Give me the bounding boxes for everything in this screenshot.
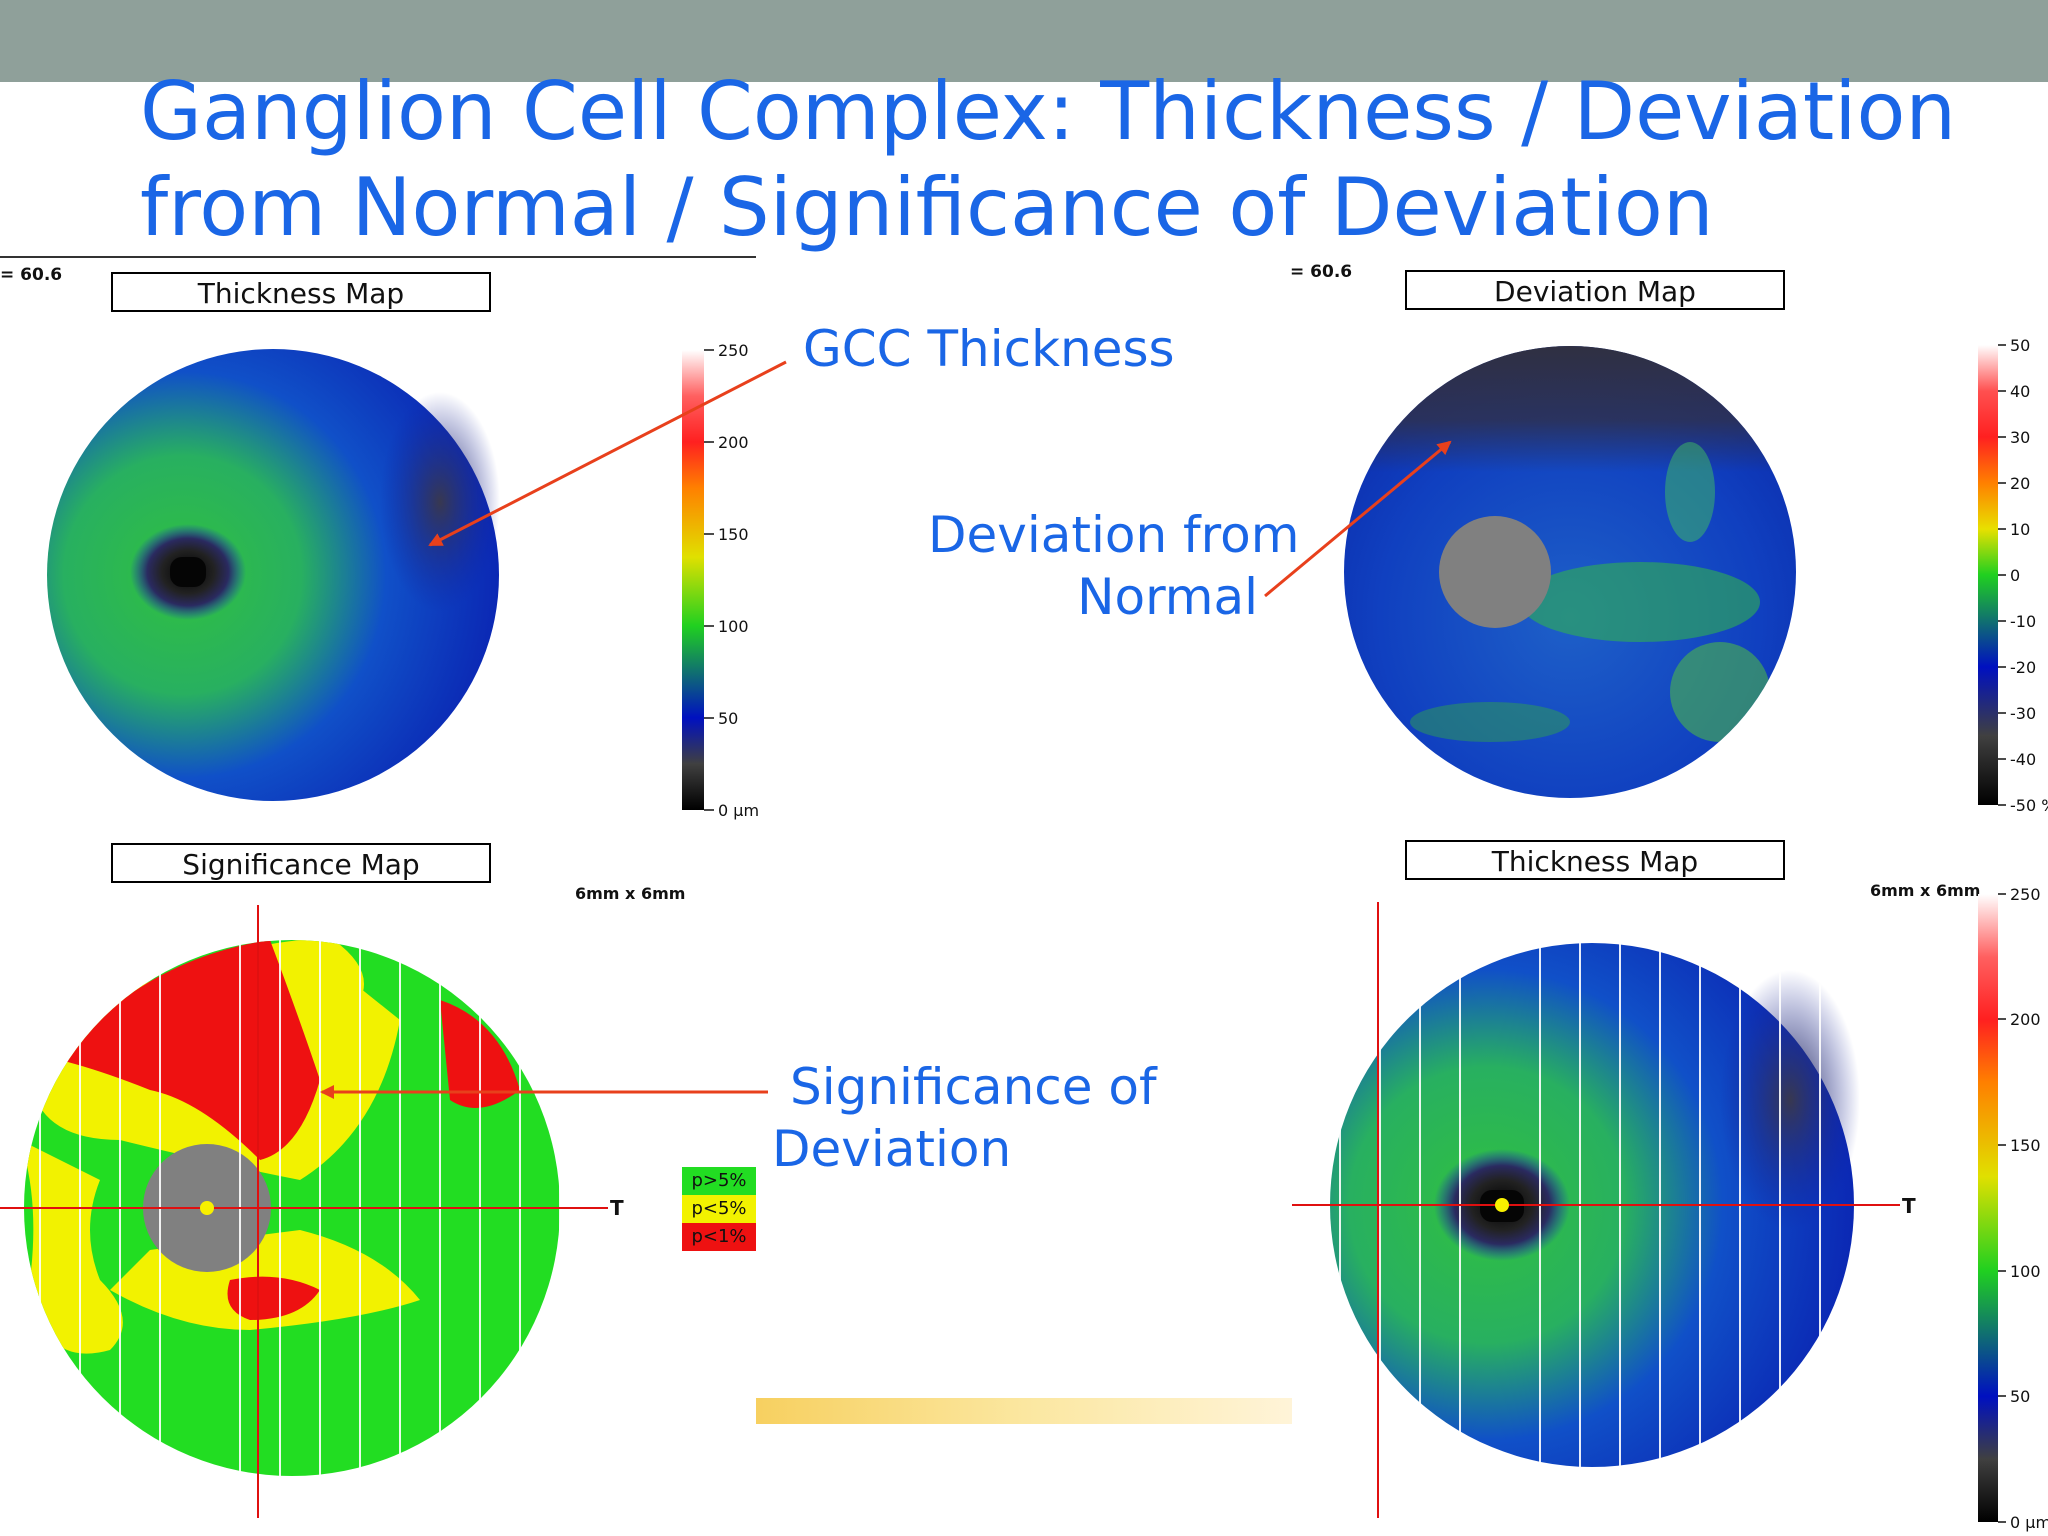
deviation-tick-0: 0: [2010, 566, 2020, 585]
deviation-tick-40: 40: [2010, 382, 2030, 401]
deviation-value: = 60.6: [1290, 262, 1353, 282]
thickness-map-label: Thickness Map: [111, 272, 491, 312]
significance-axis-t: T: [610, 1196, 624, 1220]
thickness-map-2-label: Thickness Map: [1405, 840, 1785, 880]
legend-p-greater-5: p>5%: [682, 1167, 756, 1195]
callout-significance-line-1: Significance of: [790, 1058, 1157, 1116]
deviation-tick-50: 50: [2010, 336, 2030, 355]
deviation-map-label: Deviation Map: [1405, 270, 1785, 310]
top-banner: [0, 0, 2048, 82]
slide-title-line-2: from Normal / Significance of Deviation: [140, 161, 1714, 254]
significance-map-dimension: 6mm x 6mm: [575, 884, 686, 903]
deviation-tick-minus-20: -20: [2010, 658, 2036, 677]
decorative-gold-bar: [756, 1398, 1292, 1424]
callout-significance-line-2: Deviation: [772, 1120, 1012, 1178]
thickness-2-tick-0: 0 µm: [2010, 1513, 2048, 1532]
thickness-map-image: [47, 349, 500, 801]
thickness-map-2-axis-t: T: [1902, 1194, 1916, 1218]
thickness-map-2-dimension: 6mm x 6mm: [1870, 881, 1981, 900]
thickness-tick-50: 50: [718, 709, 738, 728]
thickness-value: = 60.6: [0, 265, 63, 285]
thickness-2-tick-50: 50: [2010, 1387, 2030, 1406]
thickness-tick-200: 200: [718, 433, 749, 452]
legend-p-less-5: p<5%: [682, 1195, 756, 1223]
arrow-gcc-thickness: [428, 360, 787, 547]
deviation-tick-minus-50: -50 %: [2010, 796, 2048, 815]
thickness-tick-150: 150: [718, 525, 749, 544]
deviation-tick-minus-30: -30: [2010, 704, 2036, 723]
thickness-map-2-image: T: [1292, 902, 1916, 1518]
arrow-deviation: [1264, 440, 1452, 598]
significance-map-image: T: [0, 905, 624, 1518]
callout-significance: Significance of Deviation: [772, 1056, 1157, 1180]
thickness-2-tick-200: 200: [2010, 1010, 2041, 1029]
callout-gcc-thickness: GCC Thickness: [803, 320, 1175, 378]
thickness-2-tick-150: 150: [2010, 1136, 2041, 1155]
deviation-tick-minus-40: -40: [2010, 750, 2036, 769]
slide-title: Ganglion Cell Complex: Thickness / Devia…: [140, 64, 1957, 256]
significance-map-label: Significance Map: [111, 843, 491, 883]
thickness-color-scale: 250 200 150 100 50 0 µm: [682, 341, 759, 820]
divider-line: [0, 256, 756, 258]
thickness-tick-250: 250: [718, 341, 749, 360]
callout-deviation-line-2: Normal: [1077, 568, 1258, 626]
deviation-color-scale: 50 40 30 20 10 0 -10 -20 -30 -40 -50 %: [1978, 336, 2048, 815]
deviation-tick-minus-10: -10: [2010, 612, 2036, 631]
thickness-tick-100: 100: [718, 617, 749, 636]
thickness-color-scale-2: 250 200 150 100 50 0 µm: [1978, 885, 2048, 1532]
legend-p-less-1: p<1%: [682, 1223, 756, 1251]
thickness-2-tick-100: 100: [2010, 1262, 2041, 1281]
thickness-2-tick-250: 250: [2010, 885, 2041, 904]
callout-deviation: Deviation from Normal: [928, 504, 1300, 628]
callout-deviation-line-1: Deviation from: [928, 506, 1300, 564]
deviation-tick-20: 20: [2010, 474, 2030, 493]
deviation-tick-30: 30: [2010, 428, 2030, 447]
slide-title-line-1: Ganglion Cell Complex: Thickness / Devia…: [140, 65, 1957, 158]
deviation-tick-10: 10: [2010, 520, 2030, 539]
thickness-tick-0: 0 µm: [718, 801, 759, 820]
deviation-map-image: [1344, 346, 1796, 798]
